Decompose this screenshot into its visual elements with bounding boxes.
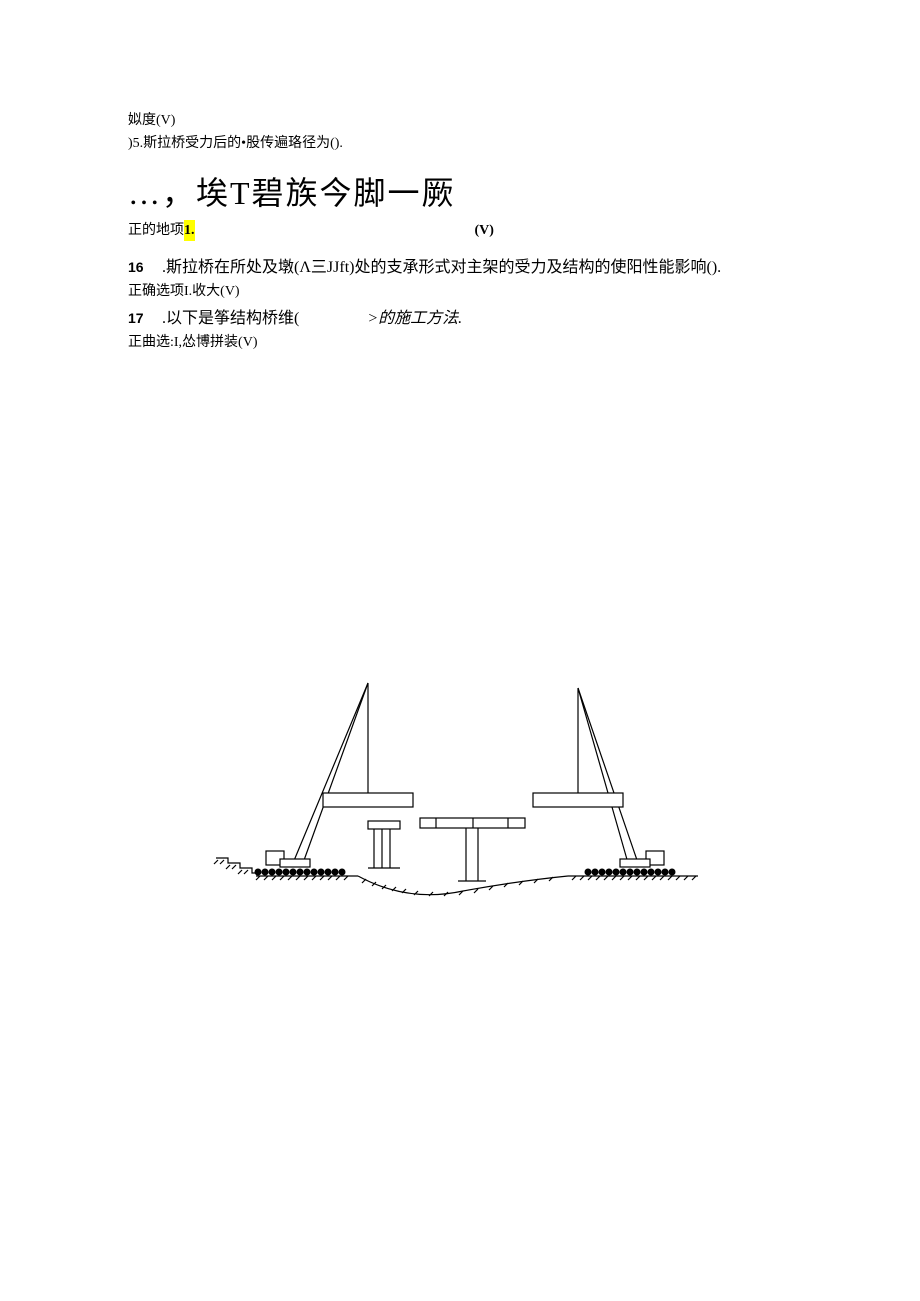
bridge-construction-diagram [208,663,712,923]
q16-number: 16 [128,259,150,275]
line-3-suffix: (V) [475,220,494,241]
q17-answer: 正曲选:I,怂博拼装(V) [128,332,792,353]
q16-text: .斯拉桥在所处及墩(Λ三JJft)处的支承形式对主架的受力及结构的使阳性能影响(… [162,253,721,277]
q17-text-a: .以下是筝结构桥维( [162,310,299,327]
line-2: )5.斯拉桥受力后的•股传遍珞径为(). [128,133,792,154]
line-3-highlight: 1. [184,220,195,241]
q17-text-b: >的施工方法. [367,310,462,327]
q17-text: .以下是筝结构桥维( >的施工方法. [162,304,462,328]
line-3: 正的地项1. (V) [128,220,792,241]
q16-answer: 正确选项I.收大(V) [128,281,792,302]
large-heading: …，埃T碧族今脚一厥 [128,168,792,214]
q17-number: 17 [128,310,150,326]
line-1: 姒度(V) [128,110,792,131]
line-3-prefix: 正的地项 [128,220,184,241]
question-17: 17 .以下是筝结构桥维( >的施工方法. [128,304,792,328]
bridge-diagram-container [128,663,792,923]
question-16: 16 .斯拉桥在所处及墩(Λ三JJft)处的支承形式对主架的受力及结构的使阳性能… [128,253,792,277]
